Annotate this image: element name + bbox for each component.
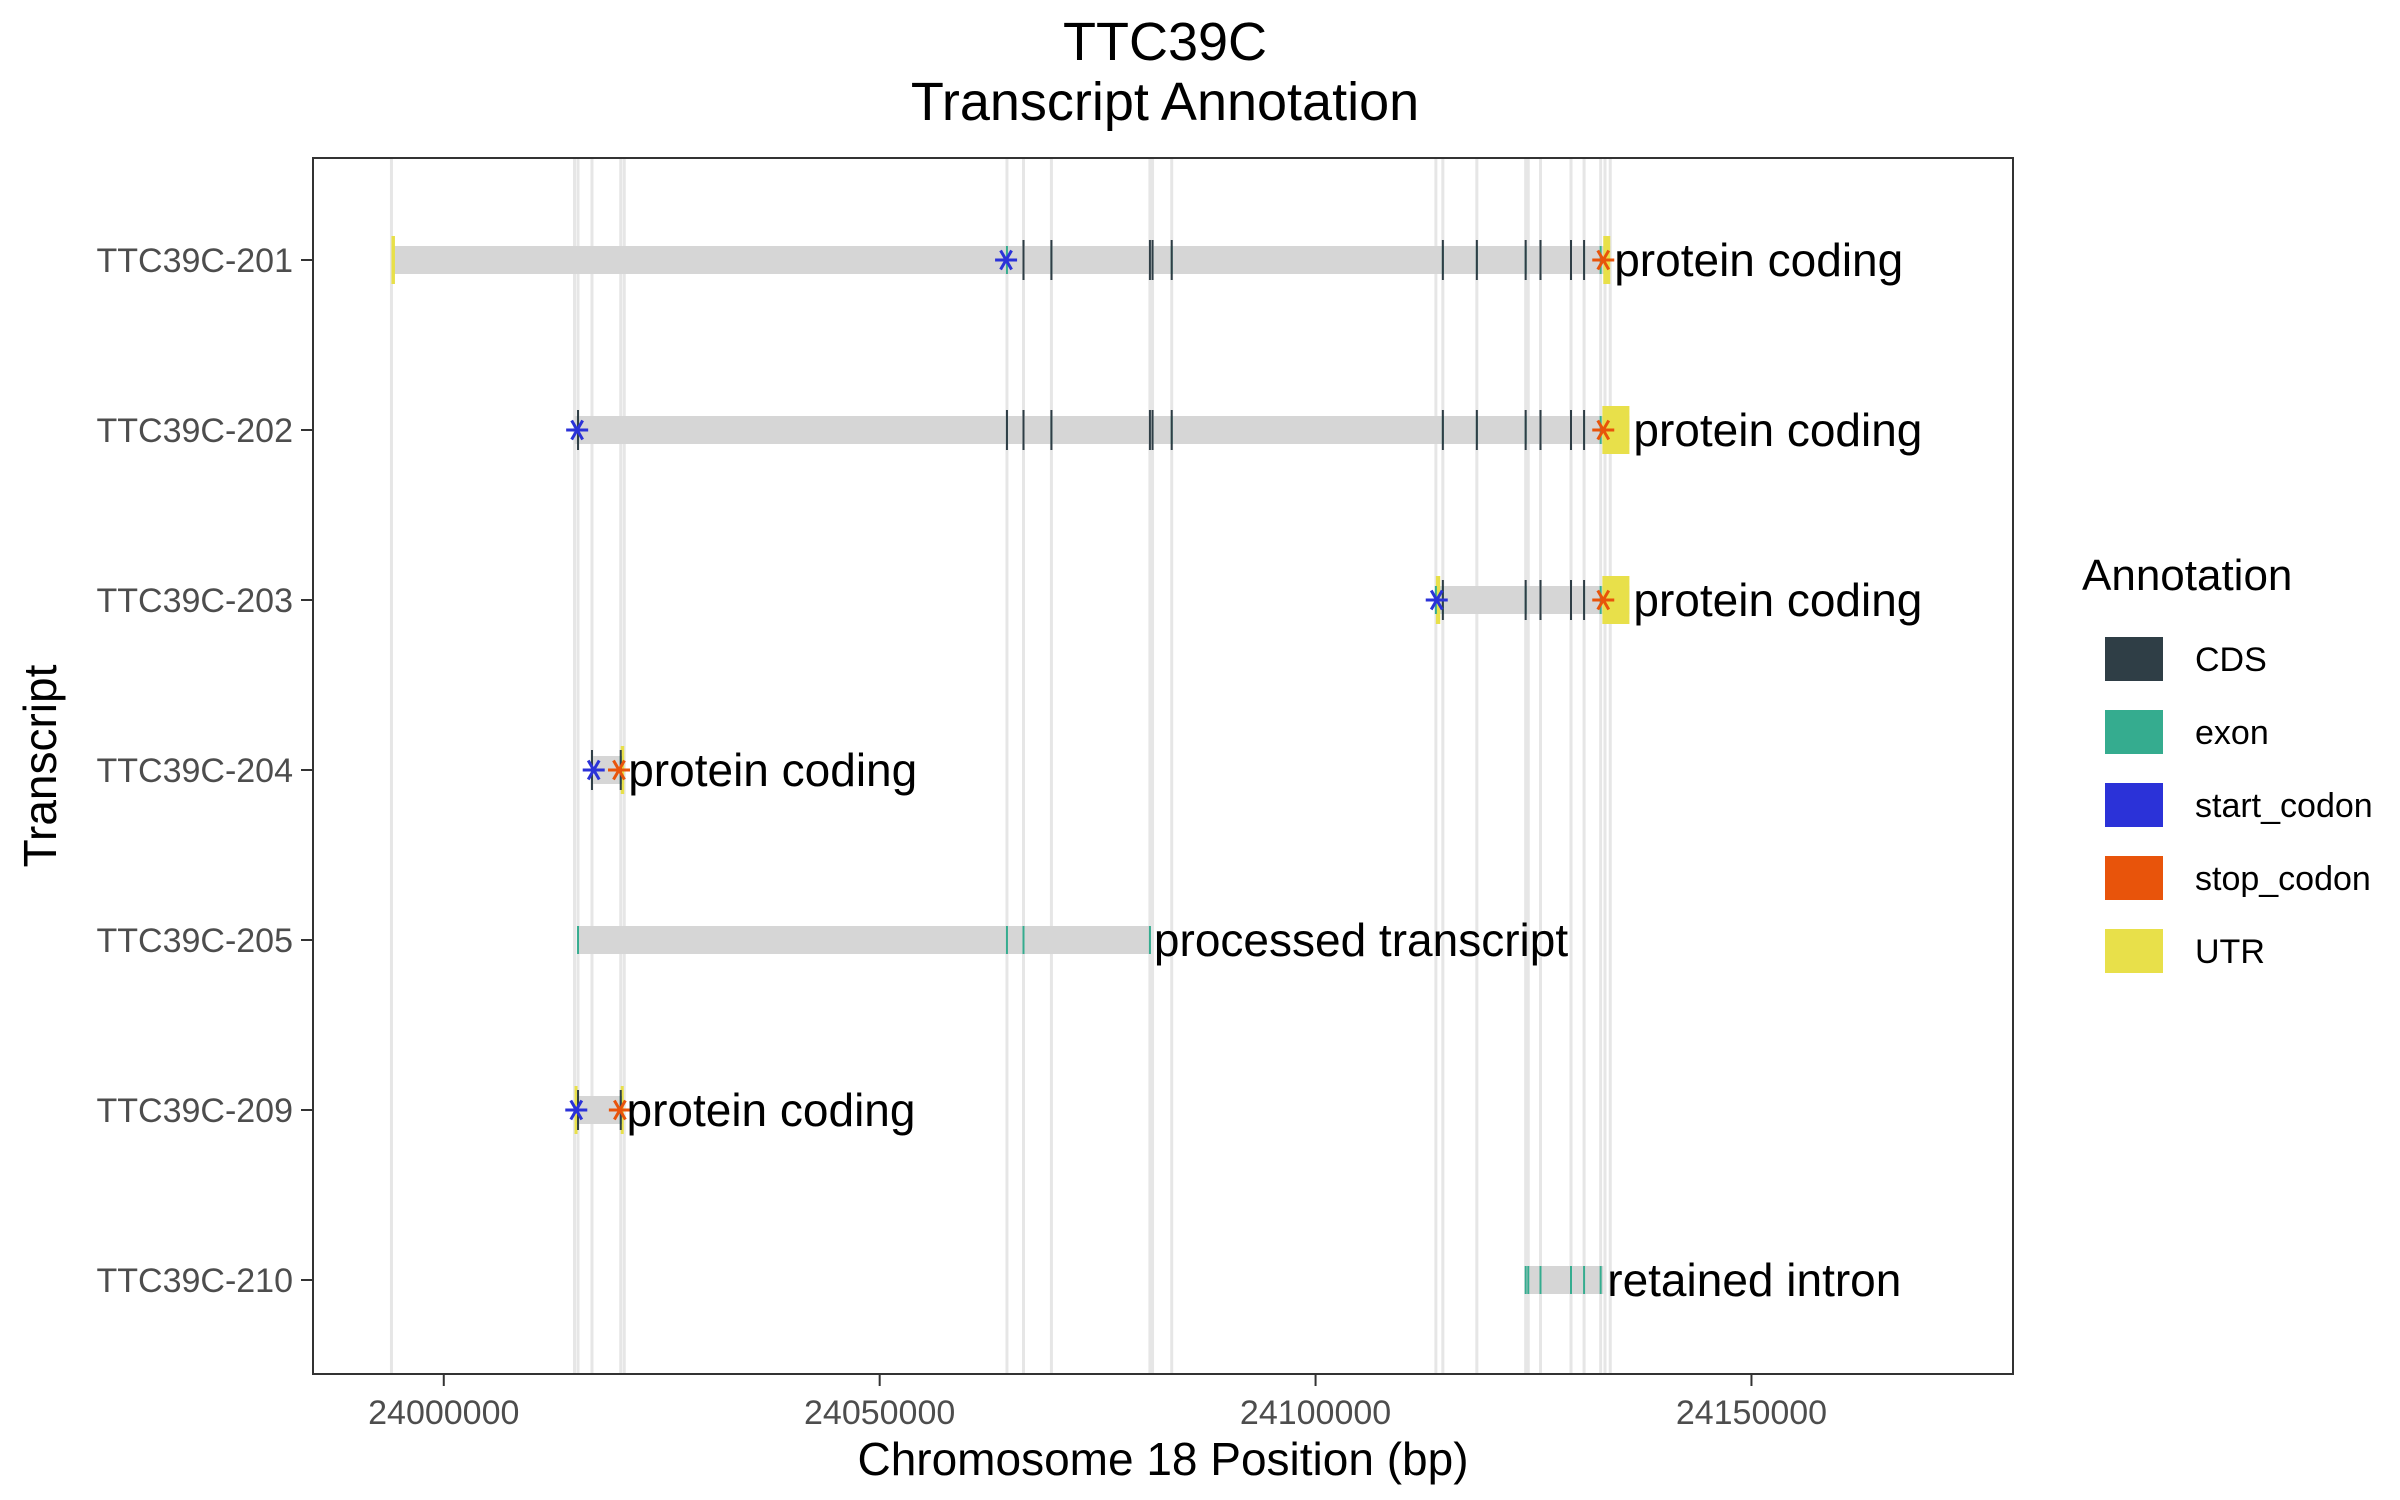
legend-label: exon	[2195, 714, 2269, 752]
x-axis: 24000000 24050000 24100000 24150000	[368, 1374, 1827, 1432]
transcript-bar	[1525, 1266, 1604, 1294]
feature-marks	[391, 236, 1630, 1294]
start-codon-marker	[1425, 589, 1448, 611]
stop-codon-marker	[608, 759, 630, 781]
start-codon-marker	[565, 1099, 588, 1121]
y-tick-label: TTC39C-204	[96, 752, 293, 790]
transcript-bar	[574, 416, 1630, 444]
x-tick-label: 24000000	[368, 1394, 519, 1432]
legend-swatch	[2105, 929, 2163, 973]
x-axis-title: Chromosome 18 Position (bp)	[857, 1433, 1468, 1485]
y-tick-label: TTC39C-209	[96, 1092, 293, 1130]
legend-label: start_codon	[2195, 787, 2373, 825]
legend: Annotation CDS exon start_codon stop_codon U…	[2082, 551, 2373, 973]
transcript-type-label: retained intron	[1607, 1254, 1901, 1306]
legend-swatch	[2105, 637, 2163, 681]
start-codon-marker	[566, 419, 589, 441]
transcript-type-labels: retained intron protein coding processed t…	[626, 234, 1922, 1306]
utr-block	[391, 236, 395, 284]
transcript-type-label: protein coding	[1633, 574, 1922, 626]
transcript-type-label: processed transcript	[1154, 914, 1568, 966]
y-tick-label: TTC39C-203	[96, 582, 293, 620]
legend-label: CDS	[2195, 641, 2267, 679]
transcript-type-label: protein coding	[628, 744, 917, 796]
y-tick-label: TTC39C-210	[96, 1262, 293, 1300]
legend-label: stop_codon	[2195, 860, 2371, 898]
transcript-type-label: protein coding	[626, 1084, 915, 1136]
start-codon-marker	[582, 759, 605, 781]
legend-title: Annotation	[2082, 551, 2292, 600]
plot-border	[312, 157, 2014, 1375]
legend-label: UTR	[2195, 933, 2265, 971]
y-tick-label: TTC39C-205	[96, 922, 293, 960]
legend-swatch	[2105, 856, 2163, 900]
x-tick-label: 24150000	[1676, 1394, 1827, 1432]
stop-codon-marker	[608, 1099, 631, 1121]
plot-background	[313, 158, 2013, 1374]
stop-codon-marker	[1592, 419, 1615, 441]
start-codon-marker	[995, 249, 1018, 271]
y-tick-label: TTC39C-201	[96, 242, 293, 280]
y-axis-title: Transcript	[14, 664, 66, 867]
gridlines	[389, 158, 1612, 1374]
x-tick-label: 24100000	[1240, 1394, 1391, 1432]
stop-codon-marker	[1592, 249, 1615, 271]
y-axis: TTC39C-210 TTC39C-209 TTC39C-205 TTC39C-204…	[96, 242, 313, 1300]
chart-title: TTC39C	[1063, 12, 1267, 72]
transcript-bars	[391, 246, 1630, 1294]
stop-codon-marker	[1592, 589, 1615, 611]
transcript-bar	[578, 926, 1150, 954]
legend-swatch	[2105, 783, 2163, 827]
transcript-type-label: protein coding	[1633, 404, 1922, 456]
x-tick-label: 24050000	[804, 1394, 955, 1432]
chart-subtitle: Transcript Annotation	[911, 72, 1419, 132]
y-tick-label: TTC39C-202	[96, 412, 293, 450]
transcript-type-label: protein coding	[1614, 234, 1903, 286]
legend-swatch	[2105, 710, 2163, 754]
